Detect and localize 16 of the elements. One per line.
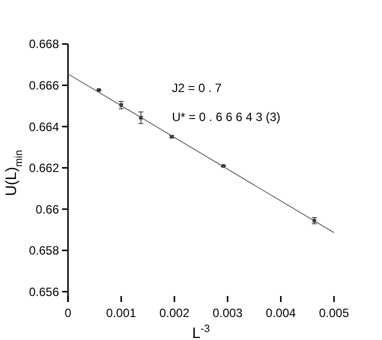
x-axis-title: L$^{-3}$ (192, 323, 210, 340)
y-tick-label: 0.656 (28, 284, 60, 299)
annotation: J2 = 0 . 7 (172, 81, 222, 95)
y-tick-label: 0.664 (28, 120, 60, 134)
y-tick-label: 0.66 (36, 202, 60, 216)
x-tick-label: 0.001 (106, 306, 137, 320)
x-tick-label: 0.002 (159, 306, 190, 320)
y-tick-label: 0.662 (28, 161, 60, 176)
x-tick-label: 0.003 (212, 306, 243, 320)
y-tick-label: 0.668 (28, 37, 60, 52)
y-tick-label: 0.666 (28, 78, 60, 92)
x-tick-label: 0.005 (318, 306, 350, 320)
y-tick-label: 0.658 (28, 244, 60, 258)
annotation: U* = 0 . 6 6 6 4 3 (3) (172, 110, 280, 124)
x-tick-label: 0 (64, 306, 72, 320)
x-tick-label: 0.004 (266, 306, 296, 320)
